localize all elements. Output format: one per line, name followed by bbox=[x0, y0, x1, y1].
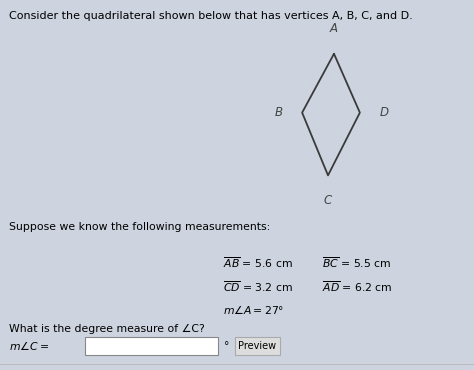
Text: $\overline{BC}$ = 5.5 cm: $\overline{BC}$ = 5.5 cm bbox=[322, 255, 392, 270]
Text: $\it{A}$: $\it{A}$ bbox=[329, 22, 339, 35]
Text: $\overline{AD}$ = 6.2 cm: $\overline{AD}$ = 6.2 cm bbox=[322, 279, 392, 294]
Text: Preview: Preview bbox=[238, 341, 276, 351]
FancyBboxPatch shape bbox=[85, 337, 218, 355]
Text: $\it{B}$: $\it{B}$ bbox=[274, 106, 283, 119]
Text: $\overline{AB}$ = 5.6 cm: $\overline{AB}$ = 5.6 cm bbox=[223, 255, 293, 270]
Text: $m\angle C =$: $m\angle C =$ bbox=[9, 339, 49, 353]
FancyBboxPatch shape bbox=[235, 337, 280, 355]
Text: $\it{D}$: $\it{D}$ bbox=[379, 106, 389, 119]
Text: °: ° bbox=[224, 341, 229, 351]
Text: Consider the quadrilateral shown below that has vertices A, B, C, and D.: Consider the quadrilateral shown below t… bbox=[9, 11, 413, 21]
Text: $m\angle A = 27°$: $m\angle A = 27°$ bbox=[223, 303, 284, 316]
Text: What is the degree measure of ∠C?: What is the degree measure of ∠C? bbox=[9, 324, 205, 334]
Text: Suppose we know the following measurements:: Suppose we know the following measuremen… bbox=[9, 222, 271, 232]
Text: $\overline{CD}$ = 3.2 cm: $\overline{CD}$ = 3.2 cm bbox=[223, 279, 292, 294]
Text: $\it{C}$: $\it{C}$ bbox=[323, 194, 333, 207]
